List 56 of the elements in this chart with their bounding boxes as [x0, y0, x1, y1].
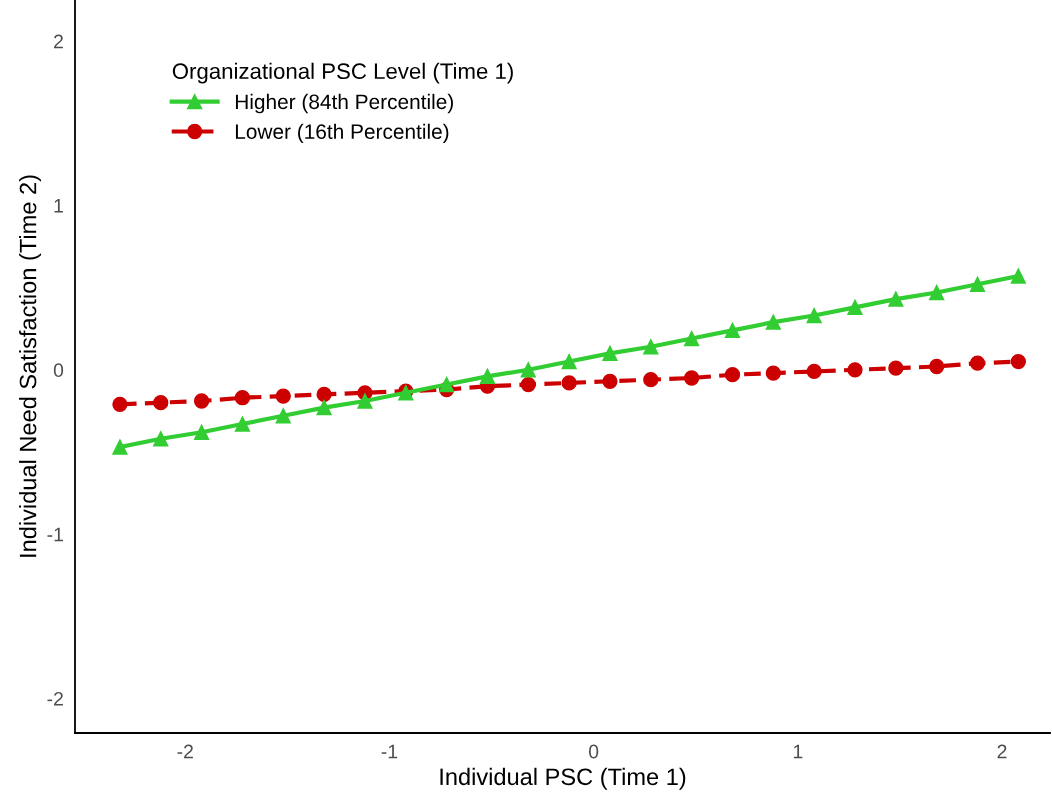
y-axis-title: Individual Need Satisfaction (Time 2) [19, 175, 42, 557]
point [112, 396, 128, 412]
point [112, 439, 128, 455]
point [1010, 353, 1026, 370]
point [847, 362, 863, 378]
point [520, 362, 536, 378]
point [153, 395, 169, 411]
legend-label: Lower (16th Percentile) [235, 123, 449, 144]
point [438, 376, 455, 393]
point [643, 339, 659, 355]
point [888, 291, 904, 307]
point [969, 355, 986, 371]
x-tick-label: 0 [588, 744, 599, 759]
point [153, 431, 169, 447]
point [316, 399, 332, 416]
y-tick-label: -1 [47, 527, 63, 542]
point [643, 372, 659, 388]
point [806, 363, 822, 380]
x-tick-label: 1 [793, 744, 803, 759]
point [275, 408, 291, 424]
y-tick-label: 2 [54, 34, 63, 49]
legend-title: Organizational PSC Level (Time 1) [172, 62, 513, 84]
point [602, 373, 618, 389]
point [193, 393, 210, 409]
point [520, 376, 536, 393]
point [724, 322, 741, 338]
x-tick-label: 2 [997, 744, 1007, 759]
point [929, 284, 945, 301]
point [806, 307, 822, 324]
point [684, 370, 700, 386]
point [765, 365, 781, 381]
point [602, 345, 618, 361]
point [561, 353, 577, 370]
point [234, 416, 251, 432]
x-tick-label: -1 [381, 744, 398, 759]
legend-label: Higher (84th Percentile) [235, 93, 453, 114]
point [724, 367, 741, 383]
x-tick-label: -2 [177, 744, 193, 759]
point [357, 393, 373, 409]
y-tick-label: -2 [47, 691, 63, 706]
x-axis-title: Individual PSC (Time 1) [440, 767, 686, 790]
point [888, 360, 904, 376]
point [234, 390, 251, 406]
point [316, 386, 332, 403]
point [929, 358, 945, 375]
point [479, 368, 496, 385]
point [969, 276, 986, 292]
point [847, 299, 863, 315]
point [1010, 268, 1026, 284]
point [275, 388, 291, 404]
point [765, 314, 781, 330]
point [561, 375, 577, 391]
y-tick-label: 1 [54, 199, 63, 213]
point [684, 330, 700, 347]
y-tick-label: 0 [53, 363, 64, 378]
point [193, 424, 210, 440]
